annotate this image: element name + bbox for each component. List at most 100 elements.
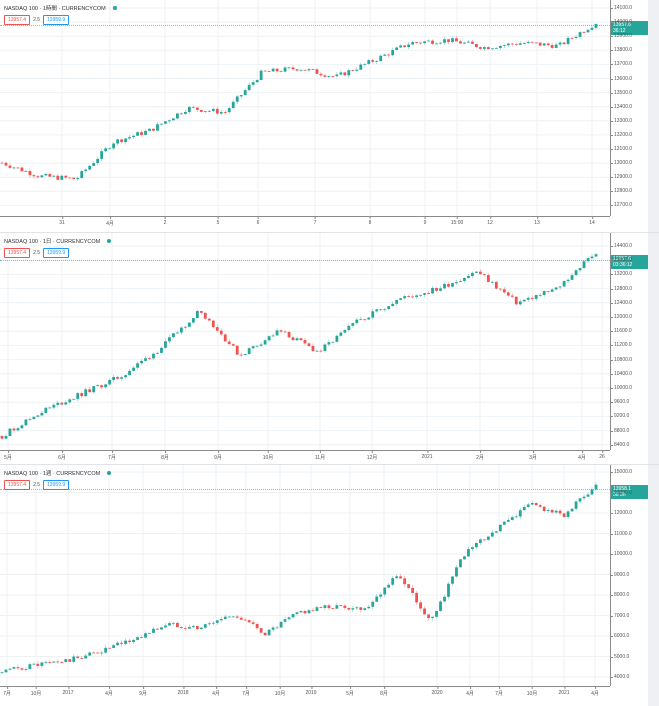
plot-area-hourly[interactable]: NASDAQ 100 · 1時間 · CURRENCYCOM 13957.4 2… (0, 0, 610, 216)
last-price-line (0, 260, 610, 261)
price-tick-label: 12900.0 (610, 174, 633, 181)
bar-countdown: 03:36:12 (613, 262, 633, 268)
price-tick-label: 13900.0 (610, 33, 633, 40)
time-tick-label: 4月 (106, 217, 114, 227)
price-tick-label: 10000.0 (610, 385, 633, 391)
symbol-title: NASDAQ 100 · 1時間 · CURRENCYCOM (4, 6, 106, 12)
time-tick-label: 6 (256, 217, 260, 226)
sell-price-button[interactable]: 13957.4 (4, 15, 31, 25)
scrollbar-weekly[interactable] (648, 465, 659, 706)
buy-price-button[interactable]: 13959.9 (43, 480, 70, 490)
price-axis-weekly[interactable]: 13958.1 3d 3h 15000.0 13000.0 12000.0 11000… (610, 465, 648, 686)
market-open-dot-icon (107, 239, 112, 243)
market-open-dot-icon (107, 471, 112, 475)
last-price-tag: 13958.1 3d 3h (611, 485, 648, 499)
price-tick-label: 13500.0 (610, 89, 633, 96)
time-tick-label: 5月 (346, 687, 354, 697)
price-tick-label: 10800.0 (610, 356, 633, 363)
price-tick-label: 13700.0 (610, 61, 633, 68)
price-axis-daily[interactable]: 13957.6 03:36:12 14400.0 13600.0 13200.0 12… (610, 233, 648, 450)
price-tick-label: 12800.0 (610, 188, 633, 195)
legend-hourly: NASDAQ 100 · 1時間 · CURRENCYCOM 13957.4 2… (4, 4, 117, 25)
price-tick-label: 9000.0 (610, 571, 630, 578)
price-tick-label: 13400.0 (610, 103, 633, 110)
time-tick-label: 12 (487, 217, 493, 226)
price-tick-label: 12800.0 (610, 285, 633, 292)
time-axis-weekly[interactable]: 7月 10月 2017 4月 9月 2018 4月 7月 10月 2019 5月 8月 2020 4月 7月… (0, 686, 610, 700)
time-tick-label: 13 (534, 217, 540, 226)
time-tick-label: 6月 (58, 451, 66, 461)
time-tick-label: 7月 (3, 687, 11, 697)
time-tick-label: 8月 (161, 451, 169, 461)
time-tick-label: 9 (423, 217, 427, 226)
scrollbar-daily[interactable] (648, 233, 659, 465)
time-tick-label: 8月 (380, 687, 388, 697)
candlestick-series-daily (0, 233, 610, 450)
time-tick-label: 10月 (262, 451, 274, 461)
time-tick-label: 7 (313, 217, 317, 226)
time-tick-label: 2020 (431, 687, 443, 696)
price-tick-label: 10400.0 (610, 370, 633, 377)
price-tick-label: 8400.0 (610, 441, 630, 448)
time-tick-label: 5月 (4, 451, 12, 461)
price-tick-label: 13600.0 (610, 257, 633, 264)
time-tick-label: 14 (589, 217, 595, 226)
time-tick-label: 10月 (30, 687, 42, 697)
price-tick-label: 13600.0 (610, 75, 633, 82)
price-tick-label: 13800.0 (610, 47, 633, 54)
price-tick-label: 12000.0 (610, 510, 633, 516)
spread-value: 2.5 (33, 250, 41, 256)
price-tick-label: 14000.0 (610, 19, 633, 26)
chart-panel-daily: NASDAQ 100 · 1日 · CURRENCYCOM 13957.4 2.… (0, 232, 659, 465)
price-tick-label: 11600.0 (611, 328, 632, 335)
time-axis-daily[interactable]: 5月 6月 7月 8月 9月 10月 11月 12月 2021 2月 3月 4月 26 (0, 450, 610, 464)
sell-price-button[interactable]: 13957.4 (4, 248, 31, 258)
chart-panel-weekly: NASDAQ 100 · 1週 · CURRENCYCOM 13957.4 2.… (0, 464, 659, 706)
time-tick-label: 10月 (274, 687, 286, 697)
legend-daily: NASDAQ 100 · 1日 · CURRENCYCOM 13957.4 2.… (4, 237, 112, 258)
market-open-dot-icon (112, 6, 117, 10)
price-tick-label: 11000.0 (611, 530, 632, 537)
time-tick-label: 2018 (177, 687, 189, 696)
price-tick-label: 12700.0 (610, 202, 633, 209)
price-tick-label: 4000.0 (610, 674, 630, 680)
time-tick-label: 12月 (366, 451, 378, 461)
plot-area-weekly[interactable]: NASDAQ 100 · 1週 · CURRENCYCOM 13957.4 2.… (0, 465, 610, 686)
candlestick-series-hourly (0, 0, 610, 216)
chart-panel-hourly: NASDAQ 100 · 1時間 · CURRENCYCOM 13957.4 2… (0, 0, 659, 232)
price-tick-label: 12400.0 (610, 299, 633, 306)
time-tick-label: 10月 (526, 687, 538, 697)
scrollbar-hourly[interactable] (648, 0, 659, 232)
time-tick-label: 2021 (421, 451, 433, 460)
price-tick-label: 10000.0 (610, 551, 633, 557)
sell-price-button[interactable]: 13957.4 (4, 480, 31, 490)
plot-area-daily[interactable]: NASDAQ 100 · 1日 · CURRENCYCOM 13957.4 2.… (0, 233, 610, 450)
time-tick-label: 3月 (529, 451, 537, 461)
last-price-value: 13958.1 (613, 486, 632, 492)
time-tick-label: 4月 (591, 687, 599, 697)
time-tick-label: 4月 (105, 687, 113, 697)
price-tick-label: 13000.0 (610, 160, 633, 167)
bar-countdown: 36:12 (613, 28, 626, 34)
price-tick-label: 7000.0 (610, 612, 630, 619)
buy-price-button[interactable]: 13959.9 (43, 15, 70, 25)
buy-price-button[interactable]: 13959.9 (43, 248, 70, 258)
legend-weekly: NASDAQ 100 · 1週 · CURRENCYCOM 13957.4 2.… (4, 469, 112, 490)
time-tick-label: 2019 (305, 687, 317, 696)
time-tick-label: 2 (163, 217, 167, 226)
time-tick-label: 11月 (314, 451, 326, 461)
price-axis-hourly[interactable]: 13957.6 36:12 14100.0 14000.0 13900.0 13800… (610, 0, 648, 216)
time-tick-label: 7月 (495, 687, 503, 697)
price-tick-label: 8000.0 (610, 592, 630, 598)
price-tick-label: 9600.0 (610, 399, 630, 406)
candlestick-series-weekly (0, 465, 610, 686)
time-tick-label: 5 (216, 217, 220, 226)
spread-value: 2.5 (33, 17, 41, 23)
price-tick-label: 14400.0 (610, 243, 633, 249)
price-tick-label: 13200.0 (610, 271, 633, 278)
time-axis-hourly[interactable]: 31 4月 2 5 6 7 8 9 15:00 12 13 14 (0, 216, 610, 230)
price-tick-label: 5000.0 (610, 653, 630, 660)
last-price-value: 13957.6 (613, 256, 632, 262)
time-tick-label: 7月 (242, 687, 250, 697)
spread-value: 2.5 (33, 482, 41, 488)
